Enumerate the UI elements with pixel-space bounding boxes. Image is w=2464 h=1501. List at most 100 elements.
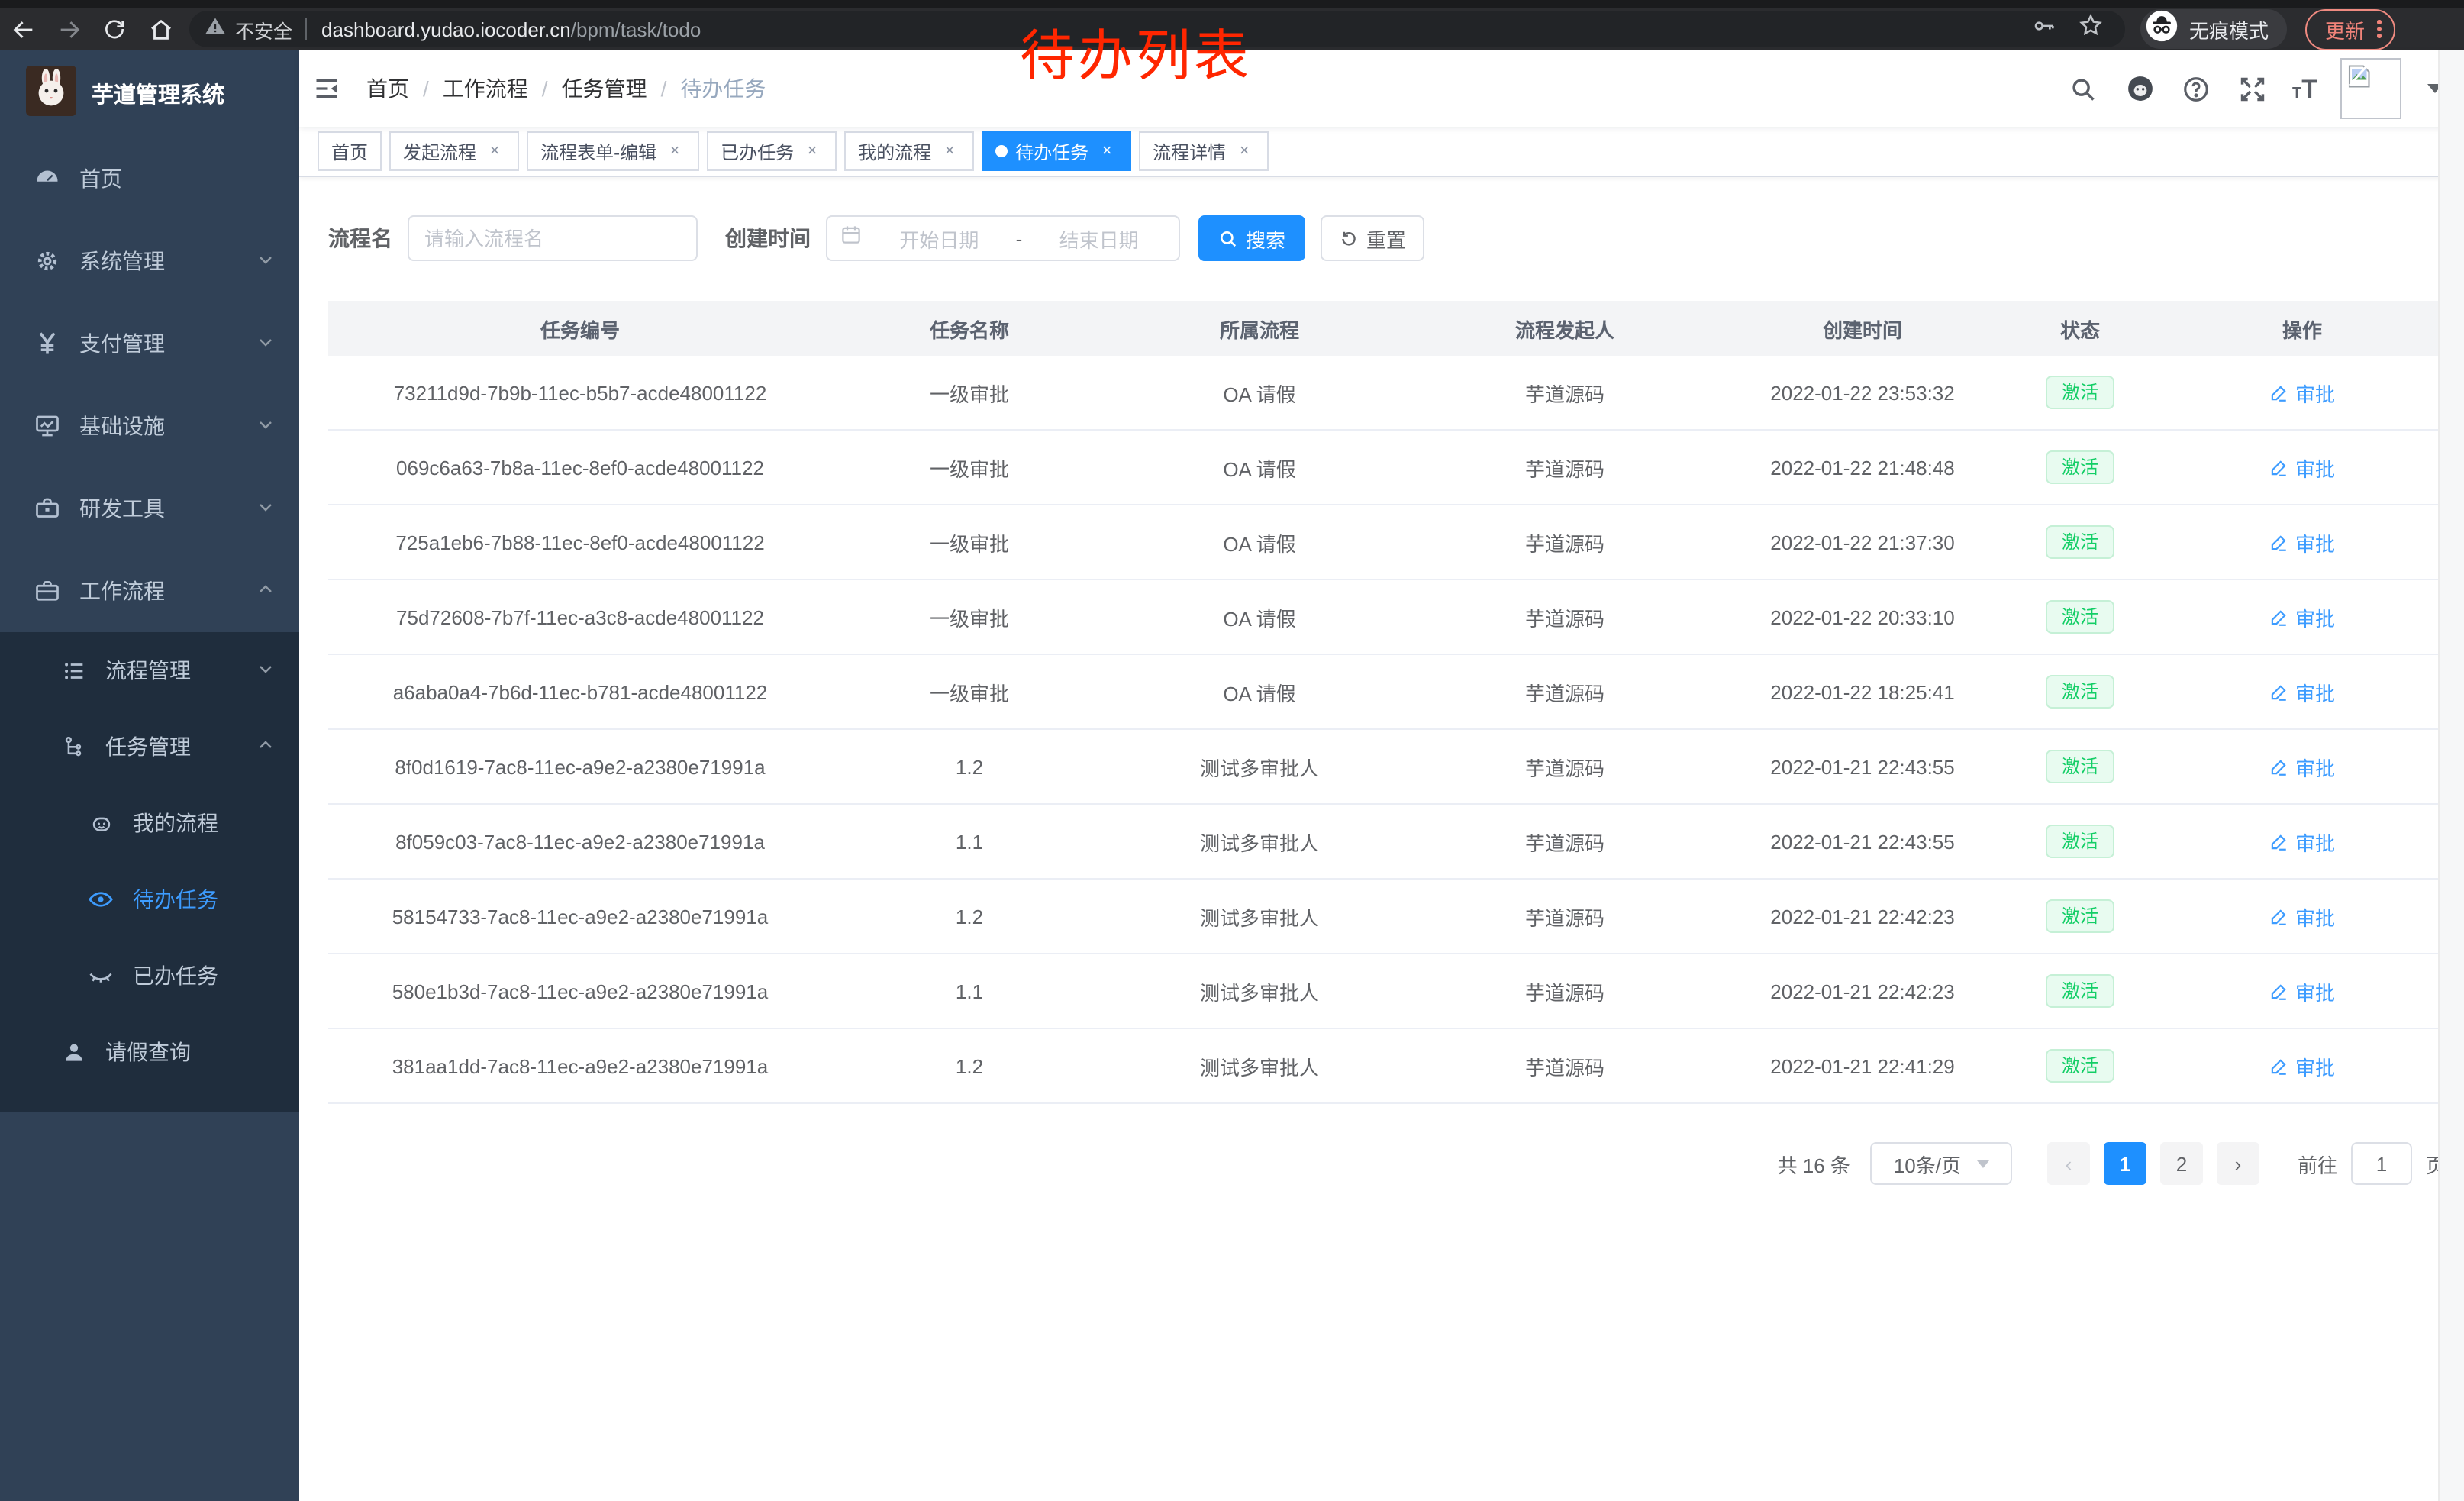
- sidebar-item-leave-query[interactable]: 请假查询: [0, 1014, 299, 1090]
- sidebar-item-done-tasks[interactable]: 已办任务: [0, 938, 299, 1014]
- approve-link[interactable]: 审批: [2269, 677, 2335, 706]
- create-time-cell: 2022-01-22 20:33:10: [1770, 605, 1955, 628]
- github-icon[interactable]: [2123, 72, 2156, 105]
- tab-3[interactable]: 已办任务 ×: [707, 131, 837, 171]
- update-label[interactable]: 更新: [2325, 19, 2366, 42]
- url-path[interactable]: /bpm/task/todo: [570, 18, 701, 40]
- prev-page-button[interactable]: ‹: [2046, 1142, 2090, 1185]
- approve-link[interactable]: 审批: [2269, 752, 2335, 781]
- sidebar-item-process-mgmt[interactable]: 流程管理: [0, 632, 299, 709]
- sidebar-item-payment[interactable]: 支付管理: [0, 302, 299, 385]
- starter-cell: 芋道源码: [1524, 757, 1605, 780]
- tab-close-icon[interactable]: ×: [1239, 142, 1250, 160]
- tab-close-icon[interactable]: ×: [1101, 142, 1112, 160]
- approve-label: 审批: [2295, 383, 2335, 405]
- date-range-separator: -: [1015, 227, 1023, 250]
- reset-button[interactable]: 重置: [1321, 215, 1424, 261]
- sidebar-item-devtools[interactable]: 研发工具: [0, 467, 299, 550]
- sidebar-item-system[interactable]: 系统管理: [0, 220, 299, 302]
- tab-1[interactable]: 发起流程 ×: [389, 131, 520, 171]
- approve-link[interactable]: 审批: [2269, 602, 2335, 631]
- task-id-cell: a6aba0a4-7b6d-11ec-b781-acde48001122: [392, 680, 768, 703]
- browser-menu-icon[interactable]: [2377, 20, 2382, 38]
- next-page-button[interactable]: ›: [2216, 1142, 2259, 1185]
- approve-link[interactable]: 审批: [2269, 453, 2335, 482]
- approve-link[interactable]: 审批: [2269, 976, 2335, 1006]
- page-scrollbar[interactable]: [2438, 50, 2464, 1501]
- back-icon[interactable]: [0, 11, 46, 47]
- tab-close-icon[interactable]: ×: [489, 142, 500, 160]
- tab-close-icon[interactable]: ×: [807, 142, 818, 160]
- yen-icon: [34, 330, 61, 357]
- sidebar-item-todo-tasks[interactable]: 待办任务: [0, 861, 299, 938]
- action-cell: 审批: [2153, 677, 2452, 706]
- page-button-2[interactable]: 2: [2159, 1142, 2203, 1185]
- tab-0[interactable]: 首页: [318, 131, 382, 171]
- process-name-input[interactable]: [408, 215, 698, 261]
- tab-2[interactable]: 流程表单-编辑 ×: [527, 131, 700, 171]
- approve-link[interactable]: 审批: [2269, 1051, 2335, 1080]
- goto-page-input[interactable]: [2350, 1142, 2412, 1185]
- url-domain[interactable]: dashboard.yudao.iocoder.cn: [321, 18, 571, 40]
- bookmark-star-icon[interactable]: [2078, 12, 2104, 46]
- action-cell: 审批: [2153, 453, 2452, 482]
- key-icon[interactable]: [2032, 13, 2056, 45]
- status-badge: 激活: [2046, 599, 2114, 634]
- home-icon[interactable]: [137, 11, 183, 47]
- browser-update-button[interactable]: 更新: [2305, 8, 2395, 50]
- avatar[interactable]: [2340, 58, 2401, 119]
- browser-chrome: 不安全 dashboard.yudao.iocoder.cn/bpm/task/…: [0, 0, 2464, 50]
- sidebar-item-workflow[interactable]: 工作流程: [0, 550, 299, 632]
- fullscreen-icon[interactable]: [2236, 72, 2269, 105]
- sidebar-item-home[interactable]: 首页: [0, 137, 299, 220]
- chevron-down-icon: [256, 249, 275, 273]
- process-cell: 测试多审批人: [1199, 906, 1319, 929]
- tags-view: 首页 发起流程 × 流程表单-编辑 × 已办任务 × 我的流程 × 待办任务 × 流程详情 ×: [299, 127, 2464, 177]
- task-name-cell: 1.1: [955, 980, 984, 1002]
- table-row: 75d72608-7b7f-11ec-a3c8-acde48001122 一级审批…: [328, 580, 2452, 655]
- sidebar-item-my-process[interactable]: 我的流程: [0, 785, 299, 861]
- approve-link[interactable]: 审批: [2269, 902, 2335, 931]
- search-button[interactable]: 搜索: [1198, 215, 1305, 261]
- dashboard-icon: [34, 165, 61, 192]
- task-name-cell: 一级审批: [929, 607, 1009, 630]
- process-cell: 测试多审批人: [1199, 831, 1319, 854]
- approve-link[interactable]: 审批: [2269, 827, 2335, 856]
- page-button-1[interactable]: 1: [2103, 1142, 2146, 1185]
- not-secure-label[interactable]: 不安全: [235, 21, 293, 42]
- table-header-cell: 状态: [2059, 318, 2100, 341]
- approve-link[interactable]: 审批: [2269, 378, 2335, 407]
- approve-link[interactable]: 审批: [2269, 528, 2335, 557]
- chevron-down-icon: [256, 496, 275, 521]
- page-size-select[interactable]: 10条/页: [1869, 1142, 2012, 1185]
- breadcrumb-workflow[interactable]: 工作流程: [442, 76, 528, 101]
- date-range-picker[interactable]: 开始日期 - 结束日期: [826, 215, 1180, 261]
- breadcrumb-home[interactable]: 首页: [366, 76, 409, 101]
- url-separator: [305, 18, 307, 40]
- reload-icon[interactable]: [92, 11, 137, 47]
- end-date-placeholder[interactable]: 结束日期: [1059, 228, 1139, 251]
- starter-cell: 芋道源码: [1524, 682, 1605, 705]
- task-name-cell: 一级审批: [929, 457, 1009, 480]
- url-bar[interactable]: 不安全 dashboard.yudao.iocoder.cn/bpm/task/…: [189, 11, 2125, 47]
- help-icon[interactable]: [2179, 72, 2213, 105]
- tab-close-icon[interactable]: ×: [669, 142, 680, 160]
- sidebar-item-infra[interactable]: 基础设施: [0, 385, 299, 467]
- status-cell: 激活: [2008, 899, 2153, 934]
- tab-4[interactable]: 我的流程 ×: [844, 131, 975, 171]
- start-date-placeholder[interactable]: 开始日期: [899, 228, 979, 251]
- sidebar-item-task-mgmt[interactable]: 任务管理: [0, 709, 299, 785]
- process-cell: 测试多审批人: [1199, 981, 1319, 1004]
- action-cell: 审批: [2153, 976, 2452, 1006]
- breadcrumb-task-mgmt[interactable]: 任务管理: [561, 76, 647, 101]
- sidebar-fold-icon[interactable]: [299, 50, 354, 127]
- tab-close-icon[interactable]: ×: [944, 142, 955, 160]
- tab-5[interactable]: 待办任务 ×: [982, 131, 1132, 171]
- tab-6[interactable]: 流程详情 ×: [1139, 131, 1269, 171]
- app-logo[interactable]: 芋道管理系统: [0, 50, 299, 137]
- not-secure-warning-icon[interactable]: [205, 15, 226, 44]
- chevron-down-icon: [256, 414, 275, 438]
- search-icon[interactable]: [2066, 72, 2100, 105]
- forward-icon[interactable]: [46, 11, 92, 47]
